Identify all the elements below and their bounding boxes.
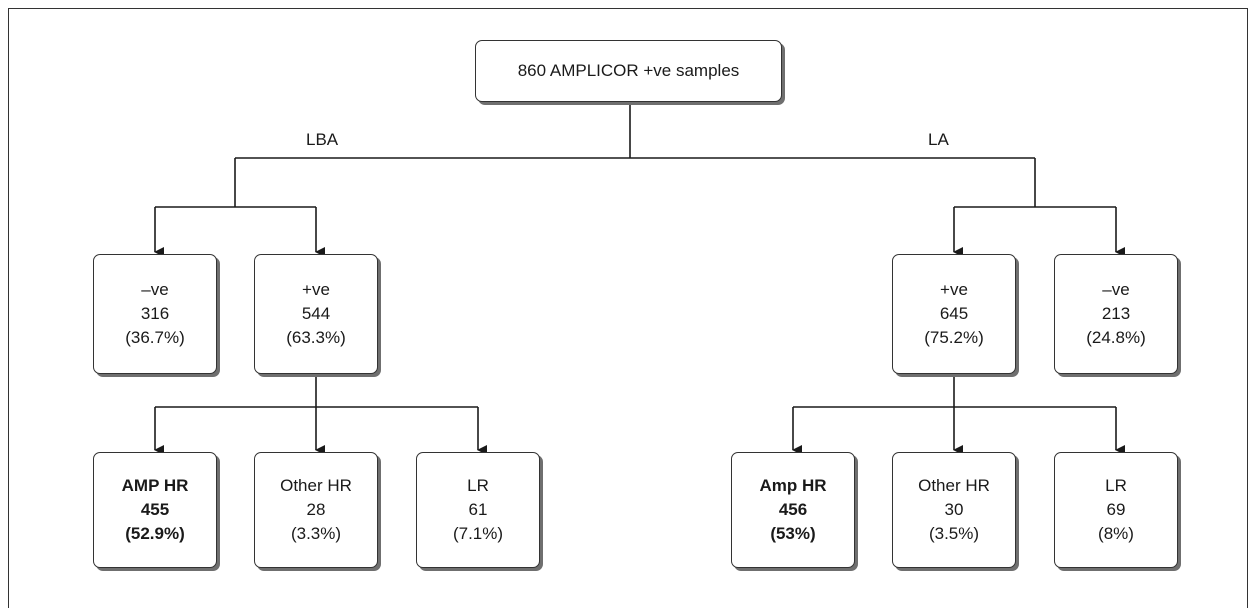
root-label: 860 AMPLICOR +ve samples — [517, 61, 740, 80]
lba-lr-pct: (7.1%) — [452, 524, 504, 543]
lba-neg-node: –ve 316 (36.7%) — [93, 254, 217, 374]
lba-pos-pct: (63.3%) — [286, 328, 346, 347]
lba-lr-node: LR 61 (7.1%) — [416, 452, 540, 568]
lba-lr-count: 61 — [468, 500, 488, 519]
lba-amp-hr-node: AMP HR 455 (52.9%) — [93, 452, 217, 568]
lba-other-count: 28 — [306, 500, 326, 519]
la-amp-pct: (53%) — [770, 524, 816, 543]
lba-neg-pct: (36.7%) — [125, 328, 185, 347]
la-amp-count: 456 — [778, 500, 808, 519]
lba-neg-label: –ve — [141, 280, 169, 299]
la-pos-label: +ve — [940, 280, 968, 299]
root-node: 860 AMPLICOR +ve samples — [475, 40, 782, 102]
figure-frame — [8, 8, 1248, 608]
la-pos-node: +ve 645 (75.2%) — [892, 254, 1016, 374]
la-other-hr-node: Other HR 30 (3.5%) — [892, 452, 1016, 568]
la-other-count: 30 — [944, 500, 964, 519]
la-pos-pct: (75.2%) — [924, 328, 984, 347]
la-lr-count: 69 — [1106, 500, 1126, 519]
lba-other-label: Other HR — [280, 476, 352, 495]
la-pos-count: 645 — [939, 304, 969, 323]
lba-pos-count: 544 — [301, 304, 331, 323]
la-neg-node: –ve 213 (24.8%) — [1054, 254, 1178, 374]
la-other-label: Other HR — [918, 476, 990, 495]
la-other-pct: (3.5%) — [928, 524, 980, 543]
la-lr-pct: (8%) — [1098, 524, 1134, 543]
la-lr-label: LR — [1105, 476, 1127, 495]
la-amp-label: Amp HR — [759, 476, 827, 495]
lba-amp-count: 455 — [140, 500, 170, 519]
lba-branch-label: LBA — [306, 130, 339, 149]
la-neg-count: 213 — [1101, 304, 1131, 323]
lba-amp-pct: (52.9%) — [125, 524, 185, 543]
lba-pos-node: +ve 544 (63.3%) — [254, 254, 378, 374]
lba-amp-label: AMP HR — [121, 476, 189, 495]
la-neg-label: –ve — [1102, 280, 1130, 299]
lba-other-pct: (3.3%) — [290, 524, 342, 543]
lba-pos-label: +ve — [302, 280, 330, 299]
la-amp-hr-node: Amp HR 456 (53%) — [731, 452, 855, 568]
la-neg-pct: (24.8%) — [1086, 328, 1146, 347]
lba-neg-count: 316 — [140, 304, 170, 323]
la-lr-node: LR 69 (8%) — [1054, 452, 1178, 568]
lba-lr-label: LR — [467, 476, 489, 495]
la-branch-label: LA — [928, 130, 949, 149]
lba-other-hr-node: Other HR 28 (3.3%) — [254, 452, 378, 568]
